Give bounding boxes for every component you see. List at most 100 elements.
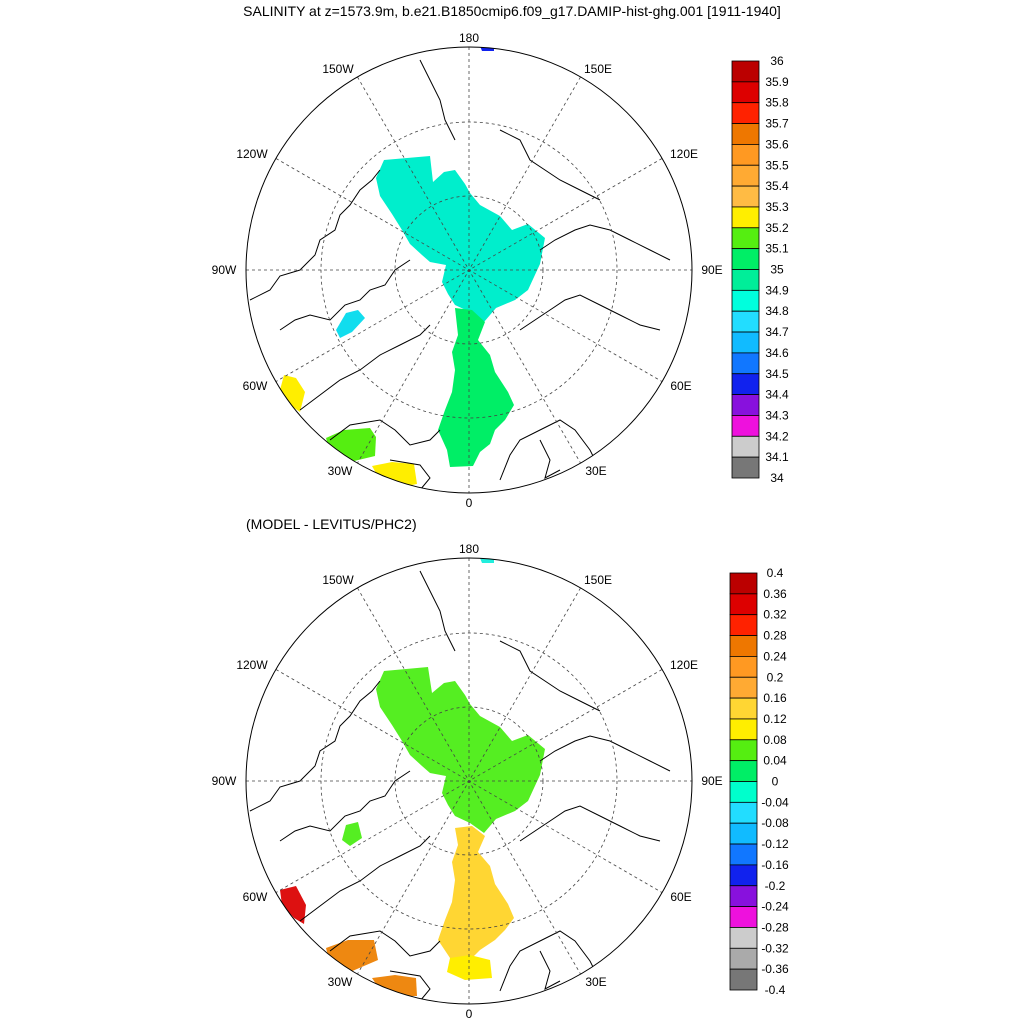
difference-colorbar-swatch bbox=[729, 947, 758, 970]
difference-map: 180 150W 150E 120W 120E 90W 90E 60W 60E … bbox=[212, 542, 723, 1021]
lon-label-60w-bottom: 60W bbox=[243, 890, 268, 904]
difference-colorbar-swatch bbox=[729, 697, 758, 720]
salinity-colorbar-label: 36 bbox=[770, 54, 784, 68]
lon-label-150e-bottom: 150E bbox=[584, 573, 612, 587]
difference-colorbar-label: -0.32 bbox=[761, 941, 789, 955]
labrador-diff-field bbox=[280, 886, 306, 924]
lon-label-90e-bottom: 90E bbox=[701, 774, 722, 788]
map-boundary bbox=[245, 46, 693, 494]
lon-label-150e: 150E bbox=[584, 62, 612, 76]
lon-label-30e-bottom: 30E bbox=[585, 975, 606, 989]
difference-colorbar-label: 0.24 bbox=[763, 649, 787, 663]
lon-label-30w-bottom: 30W bbox=[328, 975, 353, 989]
difference-colorbar-label: 0.08 bbox=[763, 733, 787, 747]
longitude-labels: 180 150W 150E 120W 120E 90W 90E 60W 60E … bbox=[212, 31, 723, 510]
lon-label-120e-bottom: 120E bbox=[670, 658, 698, 672]
graticule bbox=[246, 47, 692, 493]
salinity-colorbar-swatch bbox=[731, 164, 760, 187]
salinity-colorbar-swatch bbox=[731, 394, 760, 416]
lon-label-60e: 60E bbox=[670, 379, 691, 393]
lon-label-150w: 150W bbox=[322, 62, 354, 76]
atlantic-field bbox=[438, 308, 514, 467]
difference-colorbar-label: -0.2 bbox=[765, 879, 786, 893]
difference-colorbar-label: -0.04 bbox=[761, 795, 789, 809]
salinity-colorbar-label: 35 bbox=[770, 263, 784, 277]
coastlines-bottom bbox=[249, 570, 671, 1002]
atlantic-diff-field bbox=[438, 826, 514, 960]
iceland-field bbox=[372, 462, 417, 488]
difference-colorbar-swatch bbox=[729, 635, 758, 657]
salinity-colorbar-swatch bbox=[731, 415, 760, 437]
difference-colorbar-swatch bbox=[729, 739, 758, 762]
irminger-diff-field bbox=[326, 940, 378, 972]
salinity-colorbar-swatch bbox=[731, 269, 760, 291]
salinity-colorbar-swatch bbox=[731, 373, 760, 396]
salinity-colorbar-label: 35.4 bbox=[765, 179, 789, 193]
salinity-colorbar-label: 35.3 bbox=[765, 200, 789, 214]
lon-label-30e: 30E bbox=[585, 464, 606, 478]
difference-colorbar-swatch bbox=[729, 614, 758, 636]
difference-colorbar-swatch bbox=[729, 927, 758, 949]
difference-colorbar-swatch bbox=[729, 572, 758, 595]
salinity-map: 180 150W 150E 120W 120E 90W 90E 60W 60E … bbox=[212, 31, 723, 510]
difference-colorbar-swatch bbox=[729, 718, 758, 741]
difference-colorbar-label: -0.24 bbox=[761, 900, 789, 914]
difference-colorbar-label: 0.04 bbox=[763, 754, 787, 768]
difference-colorbar-swatch bbox=[729, 676, 758, 699]
lon-label-90w: 90W bbox=[212, 263, 237, 277]
lon-label-120e: 120E bbox=[670, 147, 698, 161]
lon-label-120w-bottom: 120W bbox=[236, 658, 268, 672]
graticule-bottom bbox=[246, 558, 692, 1004]
salinity-colorbar-swatch bbox=[731, 248, 760, 270]
baffin-diff-field bbox=[342, 822, 362, 846]
difference-colorbar-label: 0.12 bbox=[763, 712, 787, 726]
salinity-colorbar-swatch bbox=[731, 352, 760, 375]
salinity-colorbar-label: 35.6 bbox=[765, 137, 789, 151]
irminger-field bbox=[326, 428, 376, 462]
difference-colorbar-swatch bbox=[729, 822, 758, 845]
difference-colorbar-label: 0.32 bbox=[763, 608, 787, 622]
difference-colorbar-swatch bbox=[729, 906, 758, 928]
salinity-colorbar-label: 35.9 bbox=[765, 75, 789, 89]
difference-colorbar-label: 0 bbox=[772, 775, 779, 789]
iceland-diff-field bbox=[372, 975, 417, 996]
salinity-colorbar-label: 34.7 bbox=[765, 325, 789, 339]
difference-fields bbox=[249, 558, 671, 1002]
difference-colorbar-swatch bbox=[729, 760, 758, 782]
salinity-colorbar-swatch bbox=[731, 310, 760, 333]
lon-label-60e-bottom: 60E bbox=[670, 890, 691, 904]
salinity-colorbar-swatch bbox=[731, 206, 760, 229]
salinity-colorbar-label: 35.1 bbox=[765, 242, 789, 256]
difference-colorbar-label: 0.28 bbox=[763, 629, 787, 643]
difference-colorbar-label: -0.4 bbox=[765, 983, 786, 997]
salinity-colorbar-swatch bbox=[731, 102, 760, 124]
difference-colorbar-swatch bbox=[729, 801, 758, 824]
salinity-colorbar-swatch bbox=[731, 227, 760, 250]
arctic-basin-field bbox=[376, 156, 545, 322]
salinity-colorbar-label: 35.2 bbox=[765, 221, 789, 235]
lon-label-180-bottom: 180 bbox=[459, 542, 479, 556]
labrador-sea-field bbox=[280, 375, 305, 412]
salinity-colorbar-label: 34 bbox=[770, 471, 784, 485]
salinity-colorbar-swatch bbox=[731, 123, 760, 145]
salinity-colorbar-swatch bbox=[731, 331, 760, 354]
difference-colorbar-label: -0.36 bbox=[761, 962, 789, 976]
salinity-colorbar-label: 34.9 bbox=[765, 283, 789, 297]
salinity-colorbar-swatch bbox=[731, 185, 760, 208]
baffin-bay-field bbox=[336, 310, 365, 338]
difference-colorbar-label: 0.36 bbox=[763, 587, 787, 601]
lon-label-180: 180 bbox=[459, 31, 479, 45]
difference-colorbar-label: -0.12 bbox=[761, 837, 789, 851]
lon-label-0-bottom: 0 bbox=[466, 1007, 473, 1021]
lon-label-0: 0 bbox=[466, 496, 473, 510]
difference-colorbar-label: -0.16 bbox=[761, 858, 789, 872]
salinity-colorbar-label: 34.1 bbox=[765, 450, 789, 464]
salinity-colorbar-swatch bbox=[731, 60, 760, 83]
norwegian-sea-diff-field bbox=[447, 955, 492, 980]
salinity-colorbar-swatch bbox=[731, 456, 760, 479]
salinity-colorbar: 36 35.9 35.8 35.7 35.6 35.5 35.4 35.3 35.2 35.1 35… bbox=[731, 54, 789, 485]
salinity-colorbar-label: 34.5 bbox=[765, 367, 789, 381]
salinity-colorbar-label: 35.5 bbox=[765, 158, 789, 172]
salinity-colorbar-swatch bbox=[731, 143, 760, 166]
